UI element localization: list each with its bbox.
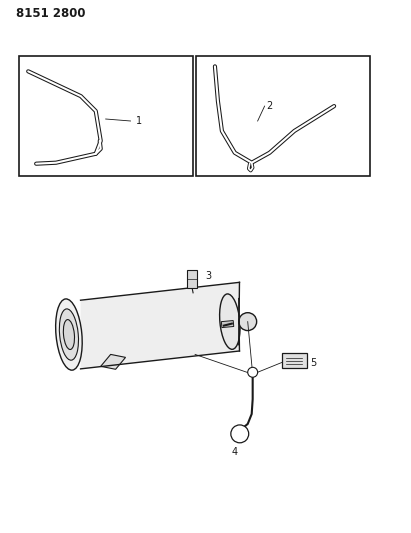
Text: 3: 3	[205, 271, 211, 281]
Ellipse shape	[219, 294, 240, 349]
Polygon shape	[101, 354, 125, 369]
Circle shape	[239, 313, 256, 330]
Bar	[187, 270, 197, 288]
Circle shape	[248, 367, 258, 377]
Polygon shape	[81, 282, 240, 369]
FancyBboxPatch shape	[282, 353, 307, 368]
Ellipse shape	[63, 320, 74, 350]
Bar	[222, 320, 234, 328]
Circle shape	[231, 425, 249, 443]
Ellipse shape	[55, 299, 82, 370]
Text: 5: 5	[310, 358, 316, 368]
Bar	[19, 56, 193, 175]
Ellipse shape	[59, 309, 79, 360]
Text: 1: 1	[136, 116, 142, 126]
Text: 2: 2	[267, 101, 273, 111]
Text: 4: 4	[232, 447, 238, 457]
Bar	[196, 56, 370, 175]
Text: 8151 2800: 8151 2800	[16, 7, 86, 20]
